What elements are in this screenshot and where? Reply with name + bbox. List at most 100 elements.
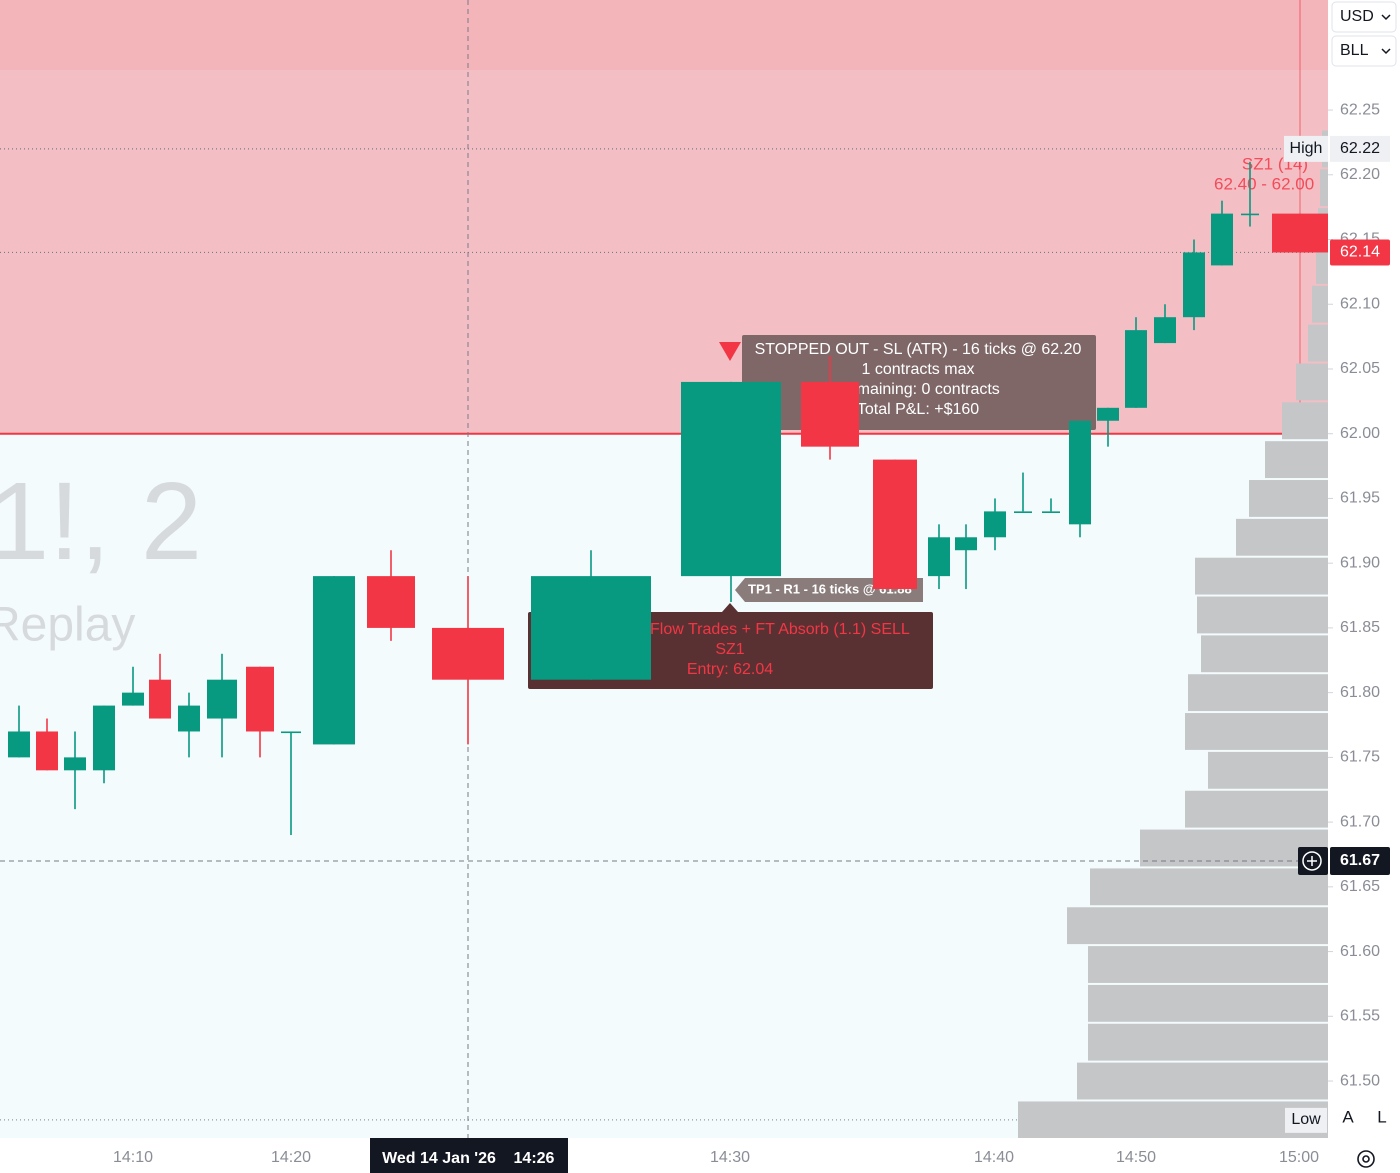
volume-profile-bar [1185,713,1328,750]
candle-body [1183,252,1205,318]
candle-body [432,627,504,680]
y-tick-label: 61.85 [1340,619,1380,636]
entry-text: Flow Trades + FT Absorb (1.1) SELL [650,621,910,638]
watermark: Replay [0,599,135,652]
y-tick-label: 62.05 [1340,360,1380,377]
x-tick-label: 14:50 [1116,1149,1156,1166]
volume-profile-bar [1088,984,1328,1022]
candle-body [681,381,781,577]
candle-body [8,731,30,758]
tooltip-text: Total P&L: +$160 [857,401,979,418]
candle-body [984,511,1006,538]
candle-body [1097,407,1119,421]
x-tick-label: 14:40 [974,1149,1014,1166]
gear-center [1362,1155,1370,1163]
candle-body [531,576,651,680]
candle-body [149,679,171,719]
controls: USD BLL A L [1331,1,1397,1168]
candle-body [801,381,859,447]
crosshair-date: Wed 14 Jan '26 [382,1150,496,1167]
currency-label: USD [1340,8,1374,25]
y-tick-label: 61.80 [1340,684,1380,701]
chevron [1381,48,1391,55]
crosshair-time-box [370,1138,568,1173]
unit-select[interactable] [1331,35,1397,67]
volume-profile-bar [1308,324,1328,362]
volume-profile-bar [1265,441,1328,479]
candle-body [178,705,200,732]
currency-select[interactable] [1331,1,1397,33]
time-axis-background [0,1138,1400,1173]
button-label: L [1377,1107,1386,1126]
crosshair-time: 14:26 [514,1150,555,1167]
zone [0,0,1328,434]
y-tick-label: 61.65 [1340,878,1380,895]
volume-profile-bar [1077,1062,1328,1100]
candle-body [1154,317,1176,344]
candle-body [122,692,144,706]
volume-profile-bar [1296,363,1328,401]
y-tick-label: 62.20 [1340,166,1380,183]
volume-profile-bar [1282,402,1328,440]
volume-profile-bar [1316,246,1328,284]
candle-body [207,679,237,719]
candle-body [873,459,917,590]
y-tick-label: 61.70 [1340,813,1380,830]
candle-body [313,576,355,745]
entry-text: SZ1 [715,641,744,658]
plus-circle [1302,851,1322,871]
candle-body [64,757,86,771]
volume-profile-bar [1018,1101,1328,1138]
entry-pointer [722,603,738,612]
volume-profile-bar [1236,518,1328,556]
exit-marker [719,342,741,361]
last-price-box [1330,239,1390,266]
axes: 62.2562.2062.1562.1062.0562.0061.9561.90… [113,101,1390,1173]
candle-body [246,666,274,732]
button-label: A [1342,1107,1354,1126]
x-tick-label: 14:30 [710,1149,750,1166]
volume-profile-bar [1312,285,1328,323]
volume-profile-bar [1067,907,1328,945]
high-tag-label: High [1290,140,1323,157]
auto-scale-button[interactable] [1334,1102,1362,1132]
high-price-label: 62.22 [1340,140,1380,157]
entry-text: Entry: 62.04 [687,661,773,678]
volume-profile-bar [1185,790,1328,828]
plot: 1!, 2 Replay STOPPED OUT - SL (ATR) - 16 t… [0,0,1328,1138]
candle-body [36,731,58,771]
y-tick-label: 61.50 [1340,1072,1380,1089]
x-tick-label: 15:00 [1279,1149,1319,1166]
volume-profile-bar [1088,1023,1328,1061]
add-alert-button[interactable] [1298,846,1328,875]
y-tick-label: 61.60 [1340,943,1380,960]
candle-body [93,705,115,771]
y-tick-label: 62.25 [1340,101,1380,118]
last-price-label: 62.14 [1340,244,1380,261]
y-tick-label: 61.95 [1340,490,1380,507]
y-tick-label: 62.00 [1340,425,1380,442]
tooltip-text: 1 contracts max [862,361,975,378]
candle-body [955,537,977,551]
candle-body [367,576,415,628]
watermark: 1!, 2 [0,460,202,583]
volume-profile-bar [1197,596,1328,634]
volume-profile-bar [1088,946,1328,983]
price-axis-background [1328,0,1400,1138]
volume-profile-bar [1208,751,1328,789]
low-tag [1285,1107,1327,1133]
zone-overlap [0,0,1328,70]
x-tick-label: 14:20 [271,1149,311,1166]
unit-label: BLL [1340,42,1369,59]
candle-body [928,537,950,577]
plus [1307,855,1317,866]
log-scale-button[interactable] [1368,1102,1396,1132]
settings-icon[interactable] [1357,1150,1375,1168]
candle-body [1069,420,1091,525]
gear-outline [1357,1150,1375,1168]
chevron [1381,14,1391,21]
candle-body [1014,511,1032,513]
volume-profile-bar [1320,169,1328,207]
candle-body [1042,511,1060,513]
